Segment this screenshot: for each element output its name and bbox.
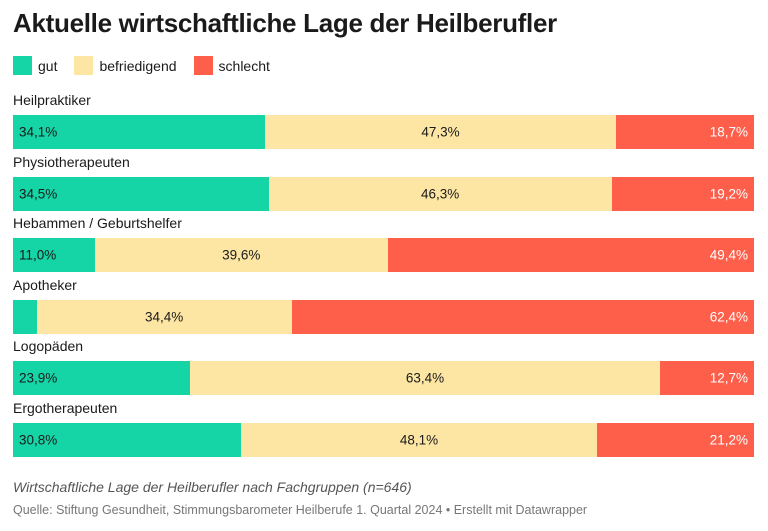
bar-segment-befriedigend: 47,3% (265, 115, 616, 149)
chart-source: Quelle: Stiftung Gesundheit, Stimmungsba… (13, 503, 588, 517)
stacked-bar: 34,4% 62,4% (13, 299, 754, 334)
data-label: 62,4% (709, 309, 748, 324)
bar-row: Heilpraktiker 34,1% 47,3% 18,7% (13, 92, 754, 154)
data-label: 63,4% (405, 370, 445, 386)
bar-segment-gut: 34,5% (13, 176, 269, 211)
data-label: 49,4% (709, 247, 748, 263)
bar-segment-befriedigend: 48,1% (241, 422, 598, 457)
data-label: 34,4% (145, 309, 184, 324)
data-label: 34,5% (19, 186, 58, 201)
bar-segment-gut: 30,8% (13, 422, 241, 457)
category-label: Hebammen / Geburtshelfer (13, 215, 182, 231)
legend-label-schlecht: schlecht (218, 57, 270, 74)
legend-label-gut: gut (38, 57, 58, 74)
bar-segment-schlecht: 19,2% (611, 176, 754, 211)
stacked-bar: 34,5% 46,3% 19,2% (13, 176, 754, 211)
bar-segment-befriedigend: 46,3% (268, 176, 612, 211)
data-label: 23,9% (19, 370, 58, 386)
legend-swatch-schlecht (193, 56, 213, 75)
category-label: Physiotherapeuten (13, 153, 130, 170)
bar-segment-schlecht: 49,4% (387, 238, 754, 272)
legend-swatch-gut (13, 56, 32, 75)
data-label: 21,2% (709, 432, 748, 447)
legend-item-schlecht: schlecht (193, 56, 270, 75)
data-label: 48,1% (399, 432, 439, 447)
bar-segment-befriedigend: 34,4% (36, 299, 292, 334)
bar-segment-befriedigend: 63,4% (190, 361, 660, 395)
data-label: 11,0% (19, 247, 57, 263)
legend: gut befriedigend schlecht (13, 56, 287, 75)
category-label: Logopäden (13, 338, 84, 354)
legend-item-gut: gut (13, 56, 57, 75)
category-label: Ergotherapeuten (13, 399, 118, 416)
bar-segment-schlecht: 62,4% (291, 299, 754, 334)
bar-rows: Heilpraktiker 34,1% 47,3% 18,7% Physiotherap… (13, 92, 754, 461)
data-label: 47,3% (421, 124, 460, 140)
legend-label-befriedigend: befriedigend (99, 57, 177, 74)
stacked-bar: 11,0% 39,6% 49,4% (13, 238, 754, 272)
legend-item-befriedigend: befriedigend (74, 56, 177, 75)
bar-row: Hebammen / Geburtshelfer 11,0% 39,6% 49,4% (13, 215, 754, 277)
stacked-bar: 23,9% 63,4% 12,7% (13, 361, 754, 395)
bar-row: Ergotherapeuten 30,8% 48,1% 21,2% (13, 400, 754, 462)
bar-row: Physiotherapeuten 34,5% 46,3% 19,2% (13, 154, 754, 216)
bar-segment-schlecht: 12,7% (659, 361, 754, 395)
category-label: Apotheker (13, 276, 77, 293)
bar-row: Logopäden 23,9% 63,4% 12,7% (13, 338, 754, 400)
bar-segment-gut: 34,1% (13, 115, 266, 149)
stacked-bar: 30,8% 48,1% 21,2% (13, 422, 754, 457)
bar-row: Apotheker 34,4% 62,4% (13, 277, 754, 339)
bar-segment-gut (13, 299, 37, 334)
data-label: 39,6% (222, 247, 261, 263)
bar-segment-gut: 23,9% (13, 361, 191, 395)
chart-title: Aktuelle wirtschaftliche Lage der Heilbe… (13, 8, 557, 38)
chart-subtitle: Wirtschaftliche Lage der Heilberufler na… (13, 479, 412, 495)
data-label: 12,7% (709, 370, 748, 386)
stacked-bar: 34,1% 47,3% 18,7% (13, 115, 754, 149)
data-label: 46,3% (421, 186, 460, 201)
legend-swatch-befriedigend (74, 56, 94, 75)
bar-segment-schlecht: 18,7% (615, 115, 754, 149)
data-label: 30,8% (19, 432, 58, 447)
bar-segment-befriedigend: 39,6% (94, 238, 388, 272)
data-label: 34,1% (19, 124, 58, 140)
category-label: Heilpraktiker (13, 92, 91, 108)
bar-segment-schlecht: 21,2% (597, 422, 754, 457)
bar-segment-gut: 11,0% (13, 238, 95, 272)
data-label: 18,7% (709, 124, 748, 140)
data-label: 19,2% (709, 186, 748, 201)
